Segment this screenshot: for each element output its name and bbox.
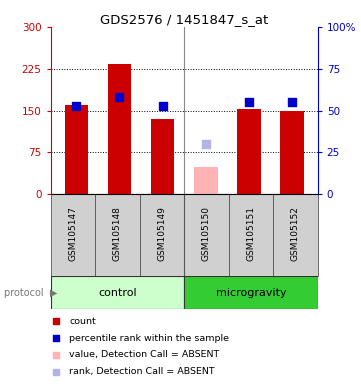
Bar xyxy=(194,167,217,194)
Bar xyxy=(237,109,261,194)
Text: GSM105151: GSM105151 xyxy=(247,206,255,261)
Text: GSM105152: GSM105152 xyxy=(291,206,300,261)
Point xyxy=(230,297,236,303)
Text: percentile rank within the sample: percentile rank within the sample xyxy=(69,334,229,343)
Text: GSM105147: GSM105147 xyxy=(68,206,77,261)
Bar xyxy=(184,194,229,276)
Text: GSM105149: GSM105149 xyxy=(157,206,166,261)
Point xyxy=(289,99,295,105)
Bar xyxy=(140,194,184,276)
Title: GDS2576 / 1451847_s_at: GDS2576 / 1451847_s_at xyxy=(100,13,268,26)
Bar xyxy=(280,111,304,194)
Text: GSM105150: GSM105150 xyxy=(202,206,211,261)
Point xyxy=(74,103,79,109)
Bar xyxy=(229,194,273,276)
Text: control: control xyxy=(98,288,136,298)
Text: GSM105148: GSM105148 xyxy=(113,206,122,261)
Text: value, Detection Call = ABSENT: value, Detection Call = ABSENT xyxy=(69,351,219,359)
Bar xyxy=(151,119,174,194)
Text: rank, Detection Call = ABSENT: rank, Detection Call = ABSENT xyxy=(69,367,215,376)
Bar xyxy=(51,276,184,310)
Text: microgravity: microgravity xyxy=(216,288,286,298)
Bar xyxy=(273,194,318,276)
Text: protocol  ▶: protocol ▶ xyxy=(4,288,57,298)
Bar xyxy=(108,64,131,194)
Bar xyxy=(184,276,318,310)
Bar xyxy=(65,105,88,194)
Point xyxy=(246,99,252,105)
Point xyxy=(203,141,209,147)
Point xyxy=(230,145,236,151)
Bar xyxy=(95,194,140,276)
Bar xyxy=(51,194,95,276)
Text: count: count xyxy=(69,317,96,326)
Point xyxy=(117,94,122,100)
Point xyxy=(160,103,165,109)
